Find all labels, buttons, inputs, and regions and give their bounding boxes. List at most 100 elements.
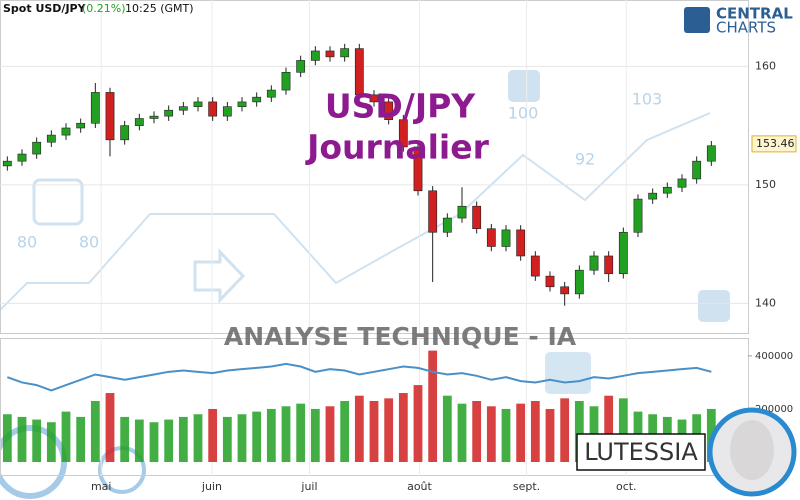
- candle-body: [46, 134, 56, 143]
- x-tick-label: mai: [91, 480, 112, 493]
- candle-body: [90, 92, 100, 124]
- last-price-box: [751, 135, 797, 153]
- candle-body: [648, 192, 658, 200]
- candle-body: [428, 190, 438, 233]
- volume-bar: [413, 385, 423, 462]
- volume-bar: [17, 416, 27, 462]
- volume-panel: [0, 338, 749, 476]
- volume-bar: [149, 422, 159, 462]
- candle-body: [149, 115, 159, 119]
- watermark-score: 100: [508, 104, 539, 123]
- volume-bar: [120, 416, 130, 462]
- volume-bar: [472, 401, 482, 462]
- volume-bar: [90, 401, 100, 462]
- candle-body: [662, 186, 672, 194]
- price-panel: [0, 0, 749, 334]
- volume-line: [6, 362, 712, 392]
- volume-bar: [46, 422, 56, 462]
- y-tick-label: 160: [755, 59, 776, 72]
- header-change: (0.21%): [82, 2, 126, 15]
- icon: [698, 290, 730, 322]
- volume-bar: [354, 395, 364, 462]
- volume-bar: [32, 419, 42, 462]
- volume-bar: [384, 398, 394, 462]
- brand-box: [576, 433, 706, 471]
- volume-bar: [237, 414, 247, 462]
- volume-bar: [2, 414, 12, 462]
- candle-body: [398, 119, 408, 148]
- logo-line: CHARTS: [716, 19, 776, 37]
- candle-body: [516, 229, 526, 257]
- candle-body: [692, 160, 702, 180]
- candle-body: [17, 153, 27, 162]
- volume-bar: [266, 408, 276, 462]
- volume-tick-label: 200000: [755, 404, 793, 415]
- watermark-score: 103: [632, 90, 663, 109]
- x-tick-label: oct.: [616, 480, 637, 493]
- watermark-score: 80: [17, 233, 37, 252]
- volume-bar: [164, 419, 174, 462]
- volume-bar: [281, 406, 291, 462]
- candle-body: [413, 146, 423, 192]
- candle-body: [222, 106, 232, 117]
- candle-body: [193, 101, 203, 107]
- watermark-score: 80: [79, 233, 99, 252]
- last-price-label: 153.46: [756, 137, 795, 150]
- candle-body: [574, 269, 584, 295]
- candle-body: [618, 231, 628, 275]
- candle-body: [325, 50, 335, 58]
- volume-bar: [457, 403, 467, 462]
- decoration: [0, 70, 730, 499]
- volume-bar: [530, 401, 540, 462]
- logo-icon: [684, 7, 710, 33]
- x-tick-label: juil: [300, 480, 317, 493]
- candle-body: [530, 255, 540, 277]
- volume-bar: [501, 408, 511, 462]
- icon: [193, 248, 246, 304]
- candle-body: [281, 71, 291, 91]
- candle-body: [237, 101, 247, 107]
- volume-bar: [574, 401, 584, 462]
- candle-body: [384, 101, 394, 120]
- candle-body: [120, 125, 130, 141]
- volume-bar: [252, 411, 262, 462]
- candle-body: [472, 205, 482, 230]
- volume-tick-label: 400000: [755, 351, 793, 362]
- watermark-title: USD/JPY: [325, 87, 476, 126]
- candle-body: [560, 286, 570, 295]
- header-symbol: Spot USD/JPY: [3, 2, 87, 15]
- volume-bar: [442, 395, 452, 462]
- x-tick-label: juin: [201, 480, 222, 493]
- volume-bar: [369, 401, 379, 462]
- candle-body: [354, 48, 364, 96]
- watermark-period: Journalier: [305, 128, 489, 167]
- volume-bar: [486, 406, 496, 462]
- volume-bar: [604, 395, 614, 462]
- watermark-banner: ANALYSE TECHNIQUE - IA: [224, 322, 577, 351]
- candle-body: [340, 48, 350, 58]
- candle-body: [32, 141, 42, 155]
- avatar-face: [730, 420, 774, 480]
- volume-bar: [61, 411, 71, 462]
- brand-label: LUTESSIA: [584, 438, 698, 466]
- candle-body: [266, 89, 276, 98]
- volume-bar: [516, 403, 526, 462]
- y-tick-label: 150: [755, 178, 776, 191]
- volume-bar: [178, 416, 188, 462]
- candle-body: [545, 275, 555, 288]
- candle-body: [296, 60, 306, 73]
- candle-body: [178, 106, 188, 111]
- logo-line: CENTRAL: [716, 5, 793, 23]
- candle-body: [604, 255, 614, 275]
- y-tick-label: 140: [755, 296, 776, 309]
- candle-body: [486, 228, 496, 247]
- candle-body: [706, 145, 716, 162]
- volume-bar: [193, 414, 203, 462]
- volume-bar: [618, 398, 628, 462]
- candle-body: [76, 122, 86, 129]
- x-tick-label: sept.: [513, 480, 540, 493]
- candle-body: [2, 160, 12, 167]
- volume-bar: [340, 401, 350, 462]
- candle-body: [589, 255, 599, 271]
